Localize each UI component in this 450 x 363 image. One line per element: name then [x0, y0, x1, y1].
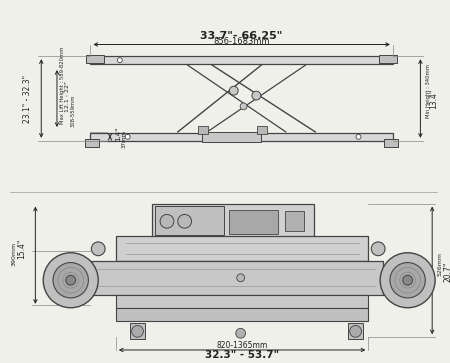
- Text: 390mm: 390mm: [11, 242, 16, 266]
- Text: 32.3" - 53.7": 32.3" - 53.7": [205, 350, 279, 360]
- Circle shape: [53, 262, 88, 298]
- Circle shape: [131, 325, 144, 337]
- Circle shape: [66, 275, 76, 285]
- Circle shape: [117, 58, 122, 63]
- Bar: [86, 55, 104, 63]
- Circle shape: [380, 253, 435, 308]
- Bar: [198, 126, 208, 134]
- Circle shape: [91, 242, 105, 256]
- Circle shape: [43, 253, 98, 308]
- Bar: [116, 308, 369, 322]
- Circle shape: [252, 91, 261, 100]
- Bar: [379, 55, 397, 63]
- Circle shape: [356, 134, 361, 139]
- Text: 12.1 - 22": 12.1 - 22": [65, 81, 70, 112]
- Text: 820-1365mm: 820-1365mm: [216, 340, 268, 350]
- Text: 33.7"- 66.25": 33.7"- 66.25": [200, 30, 283, 41]
- Bar: [116, 295, 369, 308]
- Bar: [90, 261, 383, 295]
- Circle shape: [403, 275, 413, 285]
- Circle shape: [390, 262, 425, 298]
- Circle shape: [230, 86, 238, 95]
- Text: 308-559mm: 308-559mm: [70, 94, 75, 127]
- Circle shape: [160, 215, 174, 228]
- Text: 23.1" - 32.3": 23.1" - 32.3": [23, 74, 32, 123]
- Text: 15.4": 15.4": [17, 239, 26, 260]
- Circle shape: [125, 134, 130, 139]
- Bar: [229, 209, 278, 234]
- Bar: [152, 204, 314, 241]
- Bar: [86, 139, 99, 147]
- Circle shape: [178, 215, 192, 228]
- Circle shape: [236, 329, 246, 338]
- Text: 13.4": 13.4": [430, 88, 439, 109]
- Circle shape: [237, 274, 245, 282]
- Bar: [202, 132, 261, 142]
- Bar: [155, 205, 224, 235]
- Bar: [348, 323, 364, 339]
- Text: 856-1683mm: 856-1683mm: [213, 37, 270, 46]
- Bar: [90, 56, 393, 64]
- Circle shape: [371, 242, 385, 256]
- Text: Max Lift Height : 589-820mm: Max Lift Height : 589-820mm: [60, 46, 65, 123]
- Text: 1.4": 1.4": [115, 127, 121, 141]
- Text: 37mm: 37mm: [121, 130, 126, 148]
- Circle shape: [350, 325, 361, 337]
- Text: Min Height : 340mm: Min Height : 340mm: [426, 64, 431, 118]
- Bar: [130, 323, 145, 339]
- Bar: [257, 126, 267, 134]
- Bar: [116, 236, 369, 261]
- Circle shape: [240, 103, 247, 110]
- Text: 526mm: 526mm: [437, 252, 442, 276]
- Bar: [384, 139, 398, 147]
- Bar: [285, 212, 305, 231]
- Bar: [90, 133, 393, 141]
- Text: 20.7": 20.7": [443, 261, 450, 282]
